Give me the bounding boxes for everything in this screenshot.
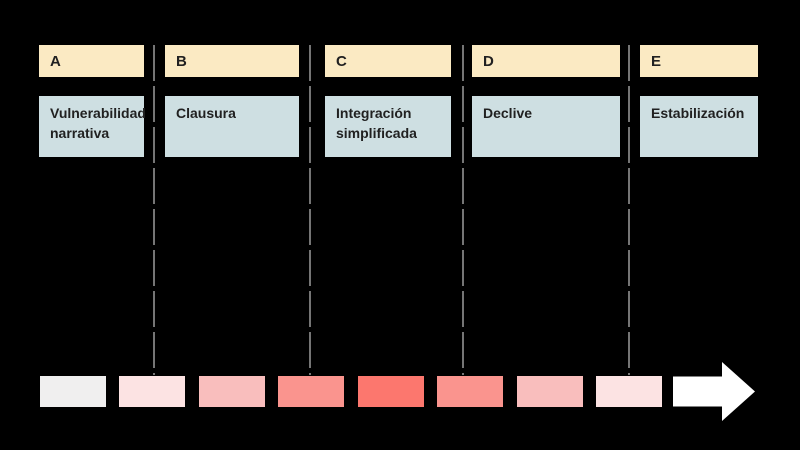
intensity-swatch <box>516 376 583 407</box>
intensity-swatch <box>198 376 265 407</box>
stage-column-a: A Vulnerabilidad narrativa <box>39 45 146 157</box>
stage-divider <box>628 45 630 375</box>
stage-label-box-b: Clausura <box>165 96 299 157</box>
stage-divider <box>153 45 155 375</box>
intensity-swatch <box>40 376 106 407</box>
stage-header-b: B <box>165 45 299 77</box>
stage-label: Clausura <box>176 105 236 121</box>
intensity-bar <box>40 376 662 407</box>
stage-header-c: C <box>325 45 451 77</box>
stage-header-a: A <box>39 45 144 77</box>
stage-letter: D <box>483 52 494 70</box>
stage-divider <box>309 45 311 375</box>
stage-header-e: E <box>640 45 758 77</box>
stage-label: Vulnerabilidad narrativa <box>50 105 146 142</box>
stage-letter: A <box>50 52 61 70</box>
intensity-swatch <box>278 376 345 407</box>
intensity-swatch <box>119 376 186 407</box>
stage-label-box-d: Declive <box>472 96 620 157</box>
stage-label-box-a: Vulnerabilidad narrativa <box>39 96 146 157</box>
stage-label: Estabilización <box>651 105 745 121</box>
stage-label-box-c: Integración simplificada <box>325 96 451 157</box>
stage-column-e: E Estabilización <box>640 45 758 157</box>
stage-header-d: D <box>472 45 620 77</box>
right-arrow-icon <box>673 362 755 421</box>
intensity-swatch <box>595 376 662 407</box>
stage-column-c: C Integración simplificada <box>325 45 451 157</box>
intensity-swatch <box>357 376 424 407</box>
stage-label: Integración simplificada <box>336 105 417 142</box>
stage-column-b: B Clausura <box>165 45 299 157</box>
stage-column-d: D Declive <box>472 45 620 157</box>
stage-label-box-e: Estabilización <box>640 96 758 157</box>
stage-letter: C <box>336 52 347 70</box>
intensity-swatch <box>437 376 504 407</box>
stage-label: Declive <box>483 105 533 121</box>
stage-letter: B <box>176 52 187 70</box>
stage-letter: E <box>651 52 662 70</box>
stage-divider <box>462 45 464 375</box>
